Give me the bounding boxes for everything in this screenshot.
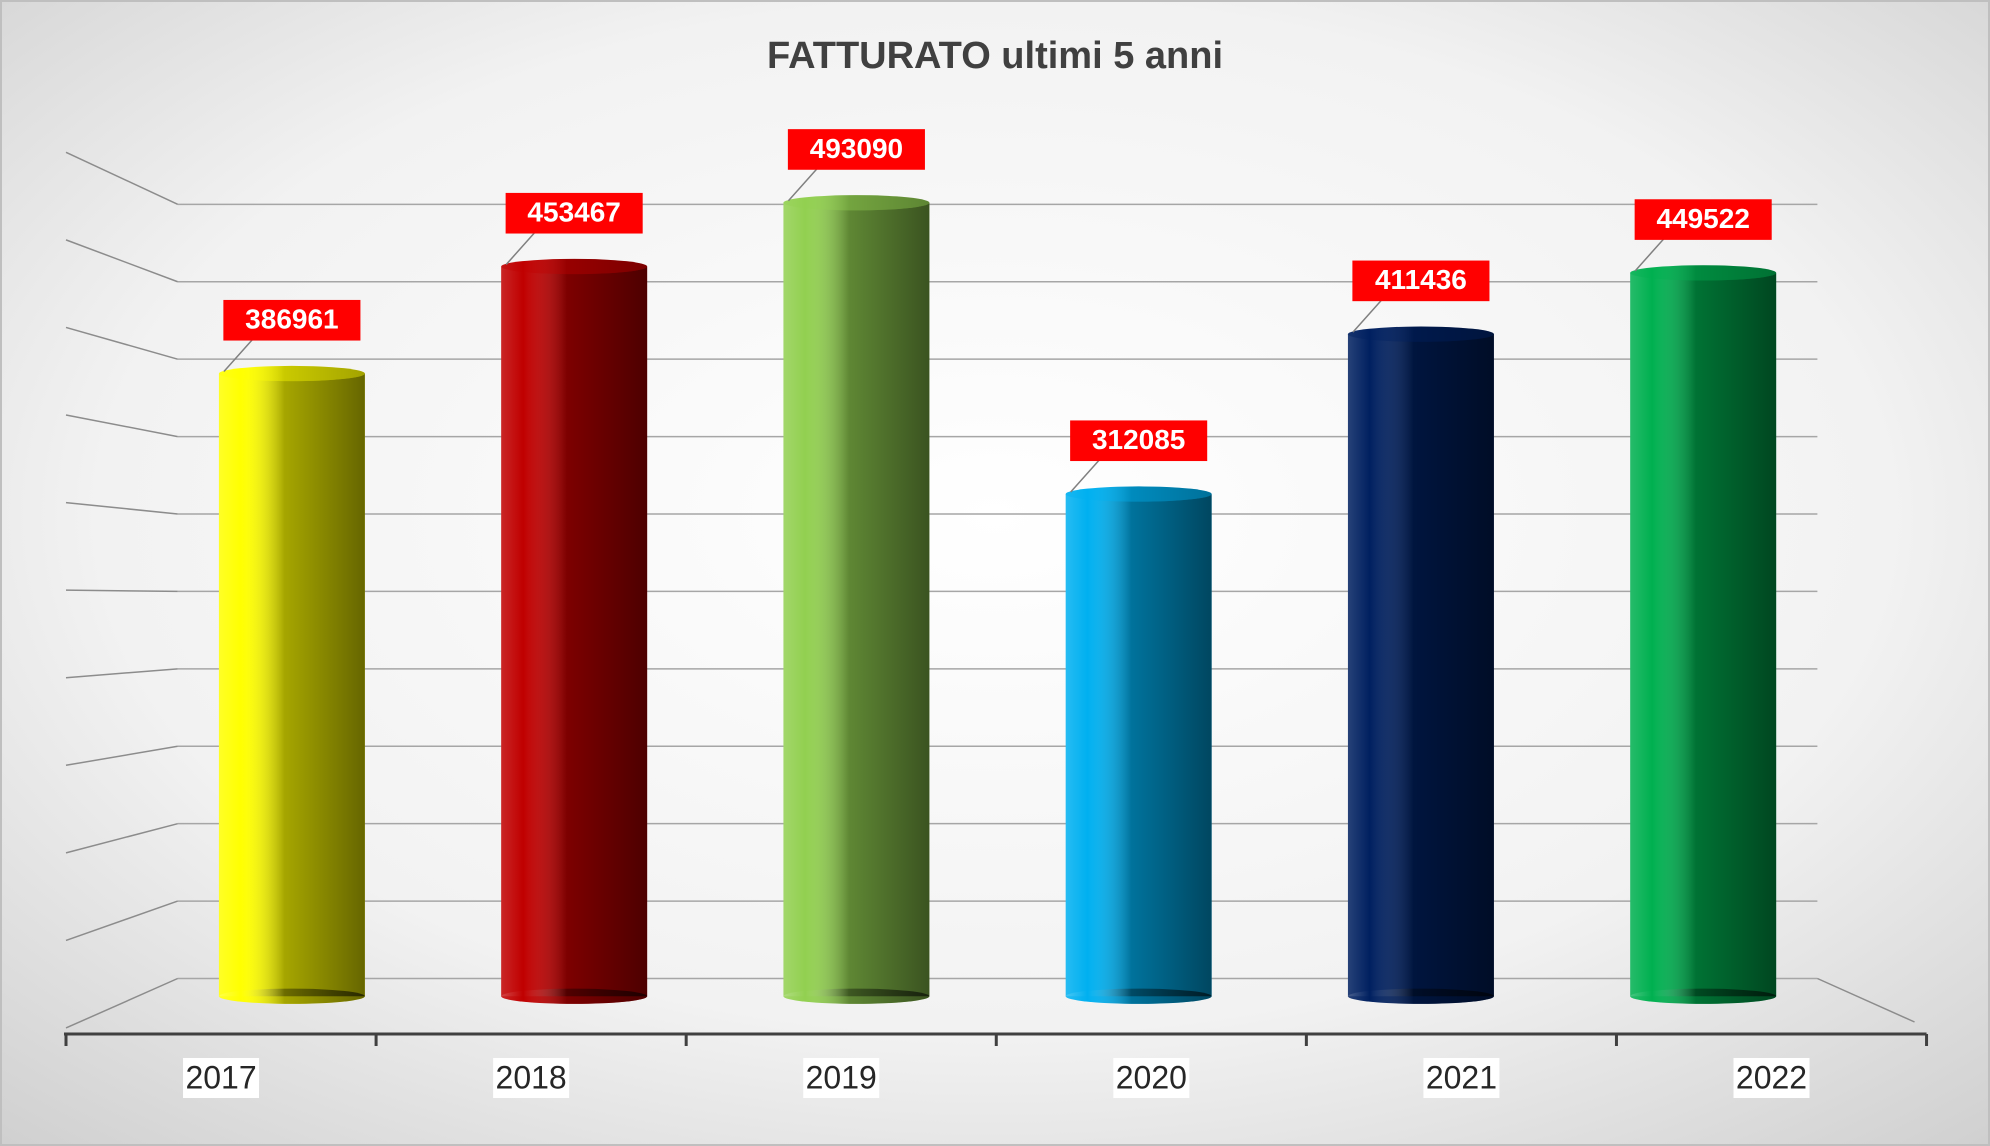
x-label-bg: [1113, 1057, 1190, 1098]
leader-line: [505, 230, 537, 266]
bar: [1065, 486, 1212, 1004]
leader-line: [787, 166, 819, 202]
x-label-bg: [803, 1057, 880, 1098]
value-label: 386961: [245, 304, 338, 335]
x-label-bg: [183, 1057, 260, 1098]
side-grid-line: [65, 239, 178, 283]
side-grid-line: [65, 414, 178, 438]
value-label-bg: [1352, 260, 1490, 302]
side-grid-line: [65, 151, 178, 206]
side-grid-line: [65, 501, 178, 515]
value-label: 411436: [1375, 264, 1467, 295]
value-label-bg: [505, 192, 643, 234]
x-label-bg: [493, 1057, 570, 1098]
x-tick-label: 2022: [1736, 1059, 1807, 1095]
leader-line: [1070, 458, 1102, 493]
side-grid-line: [65, 589, 178, 593]
x-tick-label: 2018: [496, 1059, 567, 1095]
side-grid-line: [65, 977, 178, 1029]
side-grid-line: [65, 326, 178, 360]
side-grid-line: [65, 822, 178, 854]
leader-line: [223, 337, 255, 373]
bar: [1347, 326, 1494, 1004]
side-grid-line: [65, 668, 178, 679]
x-tick-label: 2019: [806, 1059, 877, 1095]
value-label: 312085: [1092, 424, 1185, 455]
value-label-bg: [1070, 420, 1208, 462]
x-tick-label: 2020: [1116, 1059, 1187, 1095]
x-tick-label: 2021: [1426, 1059, 1497, 1095]
value-label: 449522: [1656, 203, 1749, 234]
value-label-bg: [787, 129, 925, 170]
bar: [218, 365, 365, 1004]
value-label: 493090: [810, 133, 903, 164]
bar: [1630, 265, 1777, 1004]
bar: [783, 195, 930, 1004]
x-label-bg: [1733, 1057, 1810, 1098]
leader-line: [1634, 236, 1666, 272]
side-grid-line: [65, 745, 178, 767]
value-label: 453467: [527, 197, 620, 228]
value-label-bg: [1634, 199, 1772, 240]
leader-line: [1352, 298, 1384, 333]
floor-right: [1817, 977, 1915, 1023]
x-tick-label: 2017: [185, 1059, 256, 1095]
bar: [501, 258, 648, 1004]
chart-title: FATTURATO ultimi 5 anni: [767, 35, 1223, 77]
x-label-bg: [1423, 1057, 1500, 1098]
value-label-bg: [223, 299, 361, 341]
side-grid-line: [65, 900, 178, 942]
